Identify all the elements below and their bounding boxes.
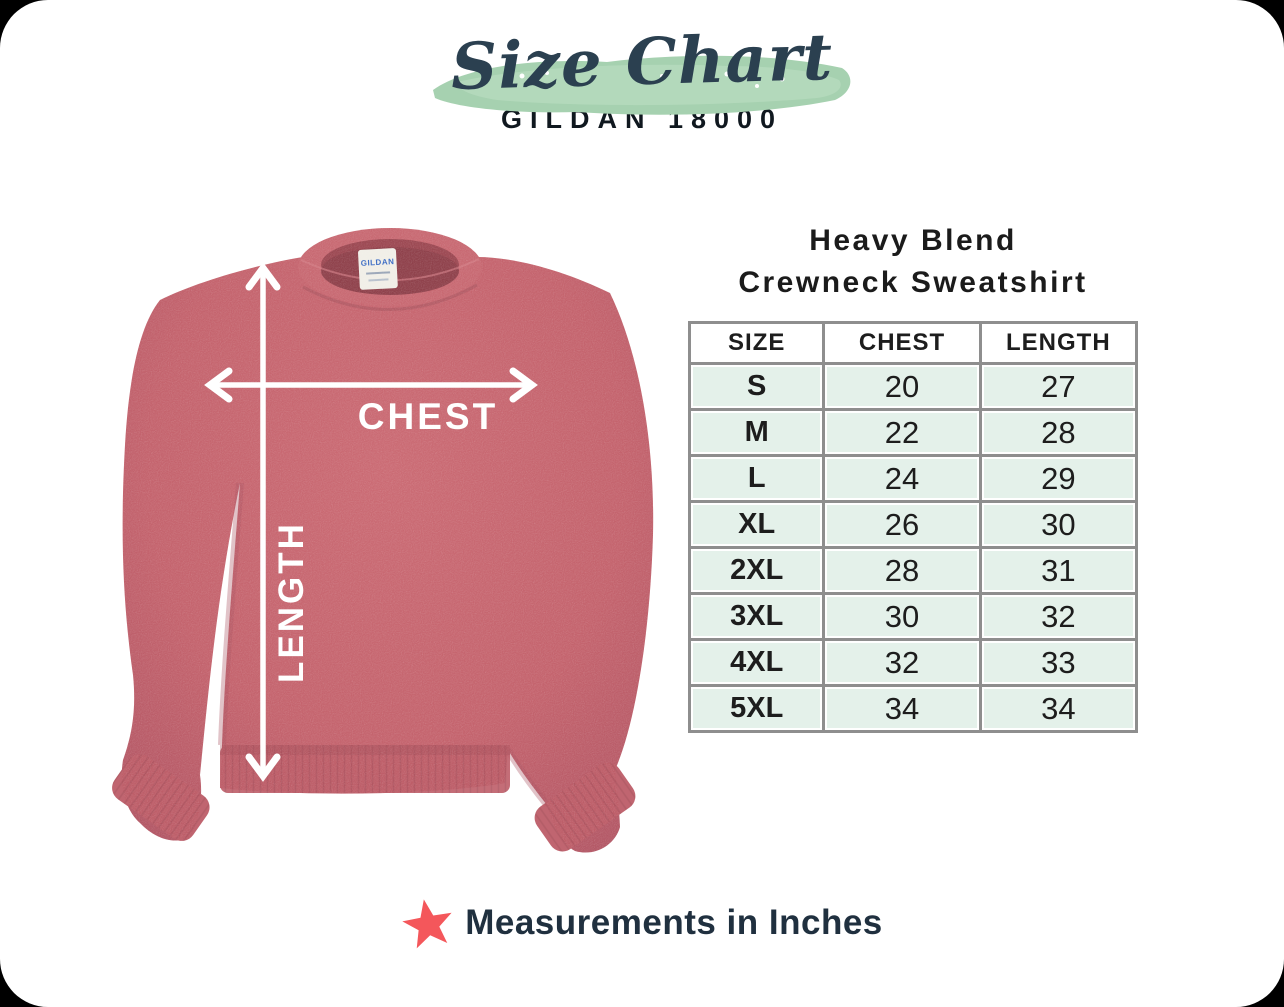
cell-size: S xyxy=(691,365,823,408)
sweatshirt-photo: GILDAN xyxy=(105,205,680,870)
cell-chest: 22 xyxy=(825,411,979,454)
table-row: 5XL 34 34 xyxy=(691,687,1135,730)
table-row: L 24 29 xyxy=(691,457,1135,500)
table-row: M 22 28 xyxy=(691,411,1135,454)
cell-length: 29 xyxy=(981,457,1135,500)
cell-chest: 30 xyxy=(825,595,979,638)
footer-note-row: Measurements in Inches xyxy=(0,896,1284,950)
cell-size: M xyxy=(691,411,823,454)
cell-chest: 26 xyxy=(825,503,979,546)
table-row: 3XL 30 32 xyxy=(691,595,1135,638)
column-header-length: LENGTH xyxy=(981,324,1135,362)
cell-size: 4XL xyxy=(691,641,823,684)
column-header-size: SIZE xyxy=(691,324,823,362)
header: Size Chart GILDAN 18000 xyxy=(0,0,1284,135)
cell-length: 32 xyxy=(981,595,1135,638)
product-heading: Heavy Blend Crewneck Sweatshirt xyxy=(668,220,1158,304)
chest-arrow-icon xyxy=(204,367,538,403)
cell-size: 5XL xyxy=(691,687,823,730)
cell-chest: 20 xyxy=(825,365,979,408)
cell-length: 31 xyxy=(981,549,1135,592)
cell-size: 2XL xyxy=(691,549,823,592)
table-row: 4XL 32 33 xyxy=(691,641,1135,684)
size-table: SIZE CHEST LENGTH S 20 27 M 22 28 L xyxy=(688,321,1138,733)
table-row: 2XL 28 31 xyxy=(691,549,1135,592)
chest-label: CHEST xyxy=(358,396,498,437)
cell-length: 34 xyxy=(981,687,1135,730)
column-header-chest: CHEST xyxy=(825,324,979,362)
measurements-note: Measurements in Inches xyxy=(465,903,883,942)
product-heading-line1: Heavy Blend xyxy=(809,224,1017,257)
cell-chest: 28 xyxy=(825,549,979,592)
cell-chest: 34 xyxy=(825,687,979,730)
length-label: LENGTH xyxy=(272,521,311,683)
cell-length: 30 xyxy=(981,503,1135,546)
size-table-header-row: SIZE CHEST LENGTH xyxy=(691,324,1135,362)
star-icon xyxy=(402,899,452,949)
product-heading-line2: Crewneck Sweatshirt xyxy=(738,266,1088,299)
length-arrow-icon xyxy=(245,262,281,782)
cell-chest: 32 xyxy=(825,641,979,684)
cell-size: XL xyxy=(691,503,823,546)
cell-size: L xyxy=(691,457,823,500)
cell-chest: 24 xyxy=(825,457,979,500)
cell-length: 28 xyxy=(981,411,1135,454)
cell-length: 33 xyxy=(981,641,1135,684)
table-row: XL 26 30 xyxy=(691,503,1135,546)
cell-length: 27 xyxy=(981,365,1135,408)
page-title: Size Chart xyxy=(450,20,834,105)
cell-size: 3XL xyxy=(691,595,823,638)
table-row: S 20 27 xyxy=(691,365,1135,408)
brush-stroke-icon xyxy=(427,46,857,122)
